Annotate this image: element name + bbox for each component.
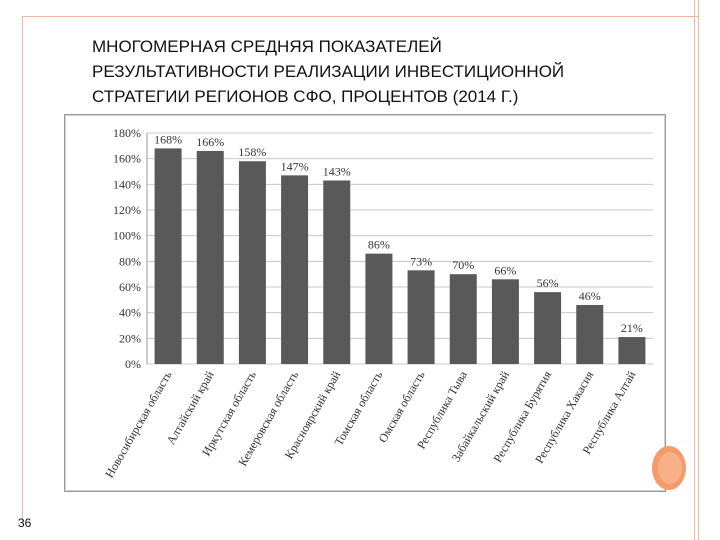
bar bbox=[154, 148, 182, 364]
bar bbox=[491, 279, 519, 364]
y-tick-label: 120% bbox=[113, 203, 141, 217]
data-label: 143% bbox=[323, 164, 351, 178]
bar-chart: 0% 20% 40% 60% 80% 100% 120% 140% 160% 180% 168% Но… bbox=[102, 126, 653, 480]
data-label: 21% bbox=[621, 321, 643, 335]
bar bbox=[238, 161, 266, 364]
slide-title-line-2: РЕЗУЛЬТАТИВНОСТИ РЕАЛИЗАЦИИ ИНВЕСТИЦИОНН… bbox=[92, 62, 565, 81]
data-label: 168% bbox=[154, 132, 182, 146]
decorative-circle-small bbox=[658, 452, 682, 484]
slide-title: МНОГОМЕРНАЯ СРЕДНЯЯ ПОКАЗАТЕЛЕЙ РЕЗУЛЬТА… bbox=[92, 34, 692, 109]
data-label: 56% bbox=[537, 276, 559, 290]
slide-title-line-1: МНОГОМЕРНАЯ СРЕДНЯЯ ПОКАЗАТЕЛЕЙ bbox=[92, 37, 442, 56]
y-tick-label: 60% bbox=[119, 280, 141, 294]
bar bbox=[323, 180, 351, 364]
slide-title-line-3: СТРАТЕГИИ РЕГИОНОВ СФО, ПРОЦЕНТОВ (2014 … bbox=[92, 87, 519, 106]
bar bbox=[534, 292, 562, 364]
page-number: 36 bbox=[18, 516, 32, 530]
frame-line-left bbox=[22, 16, 23, 524]
bar bbox=[281, 175, 309, 364]
bar bbox=[449, 274, 477, 364]
bar bbox=[196, 150, 224, 364]
y-tick-label: 80% bbox=[119, 254, 141, 268]
data-label: 70% bbox=[452, 258, 474, 272]
y-tick-label: 40% bbox=[119, 306, 141, 320]
frame-line-top bbox=[22, 16, 698, 17]
frame-line-right bbox=[698, 0, 699, 540]
data-label: 158% bbox=[238, 145, 266, 159]
frame-line-right-inner bbox=[694, 0, 695, 540]
y-tick-label: 160% bbox=[113, 152, 141, 166]
data-label: 73% bbox=[410, 254, 432, 268]
bar bbox=[407, 270, 435, 364]
bar bbox=[576, 304, 604, 364]
chart-container: 0% 20% 40% 60% 80% 100% 120% 140% 160% 180% 168% Но… bbox=[64, 114, 666, 492]
y-tick-label: 100% bbox=[113, 229, 141, 243]
y-tick-label: 20% bbox=[119, 331, 141, 345]
bar bbox=[618, 337, 646, 364]
y-tick-label: 140% bbox=[113, 177, 141, 191]
data-label: 66% bbox=[494, 263, 516, 277]
data-label: 147% bbox=[281, 159, 309, 173]
y-tick-label: 0% bbox=[125, 357, 141, 371]
data-label: 46% bbox=[579, 289, 601, 303]
data-label: 86% bbox=[368, 238, 390, 252]
y-tick-label: 180% bbox=[113, 126, 141, 140]
x-tick-label: Новосибирская область bbox=[102, 368, 175, 480]
bar bbox=[365, 253, 393, 364]
data-label: 166% bbox=[196, 135, 224, 149]
